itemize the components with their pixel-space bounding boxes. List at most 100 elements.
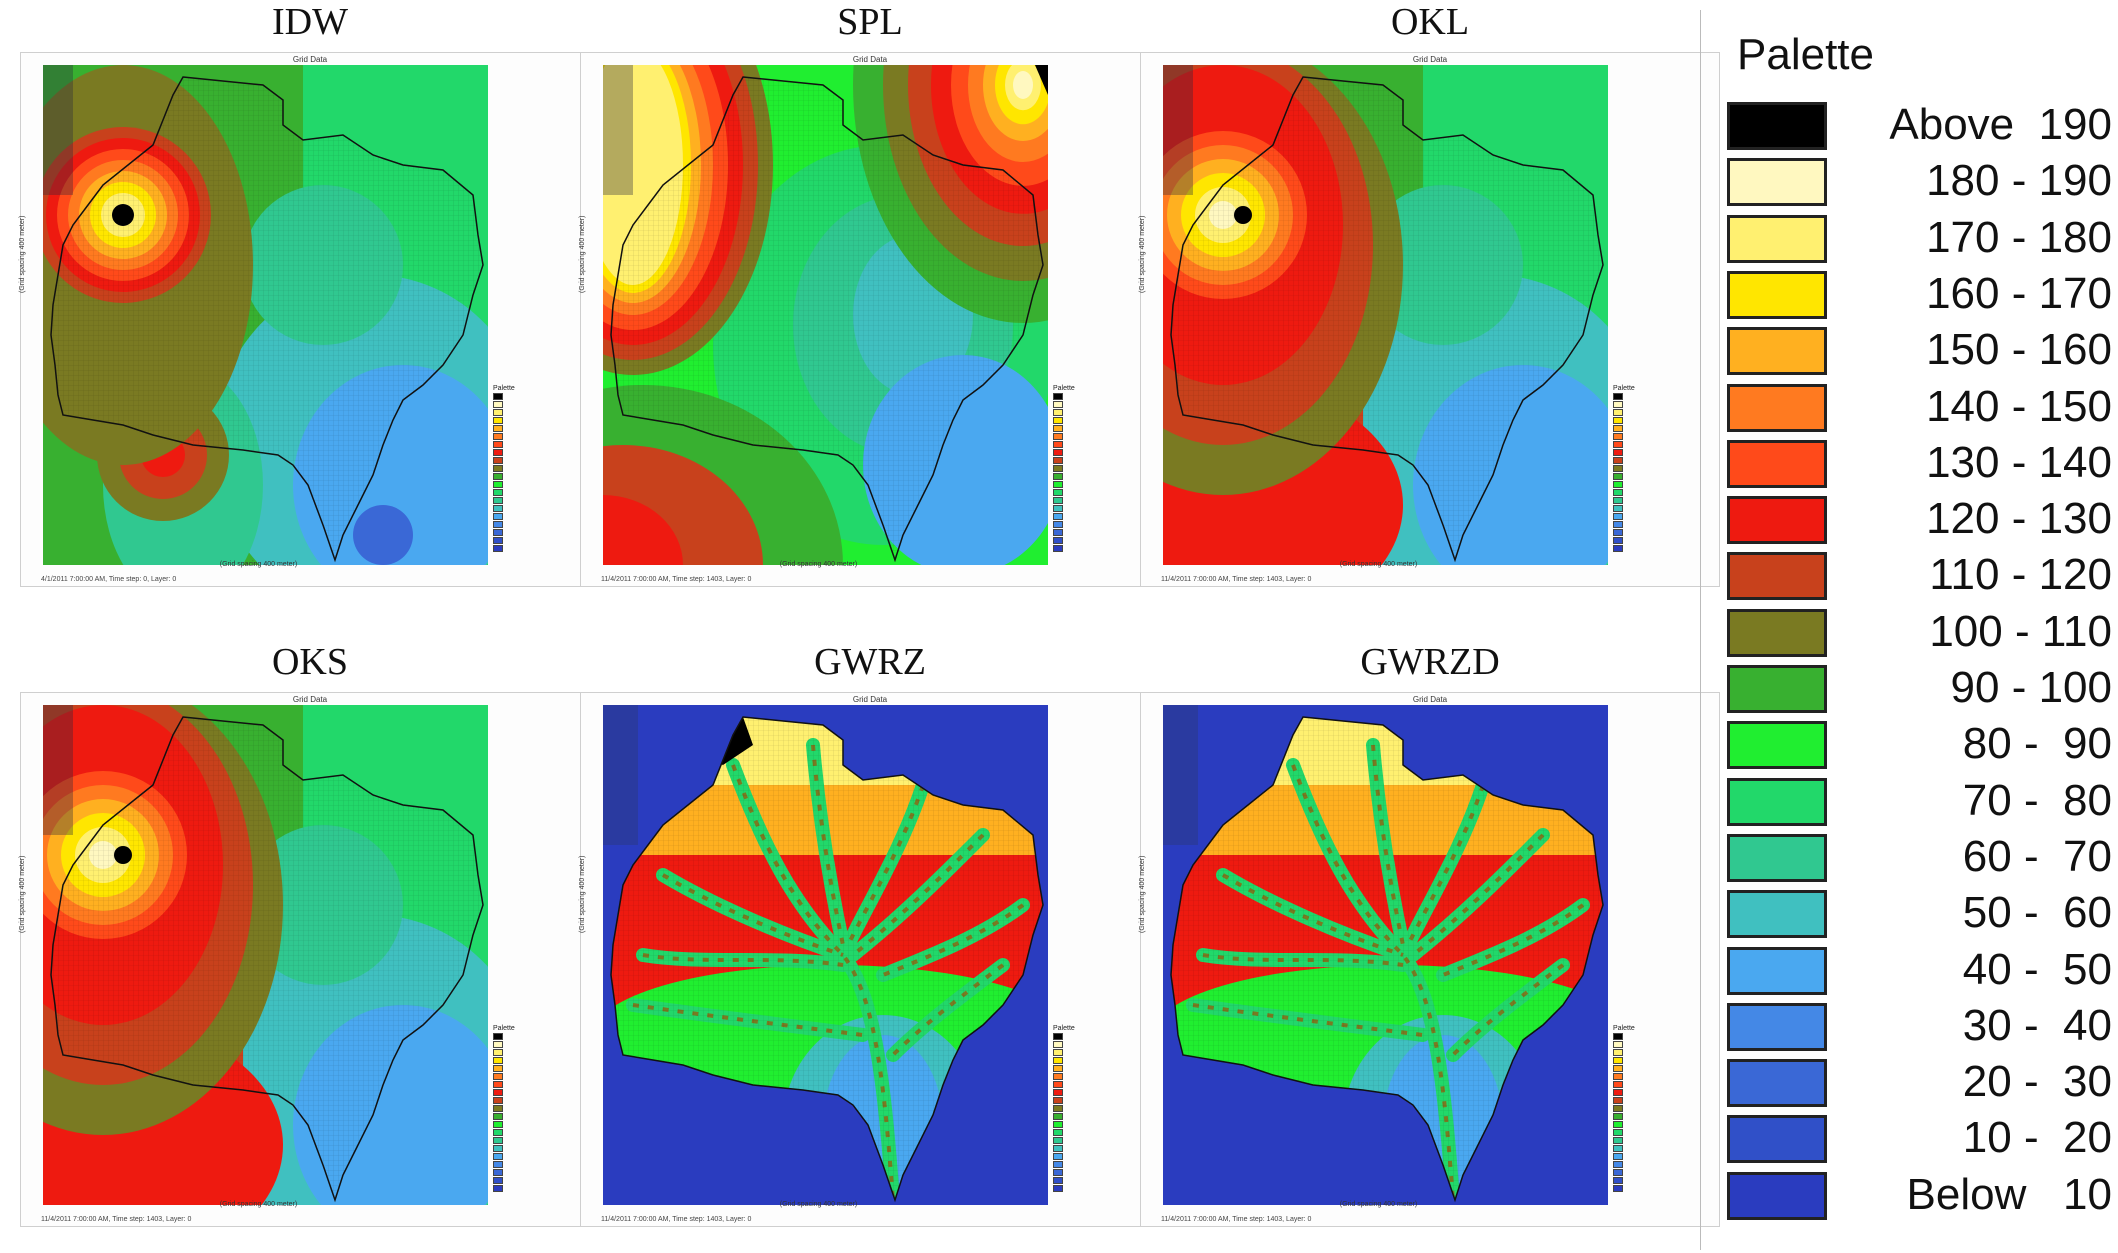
mini-legend-swatch [1613,480,1623,488]
mini-legend-swatch [1053,1176,1063,1184]
mini-legend-entry [1053,1128,1133,1136]
mini-legend-entry [1053,520,1133,528]
mini-legend-entry [1613,528,1693,536]
panel-title: GWRZD [1360,641,1500,683]
mini-legend-entry [493,480,573,488]
mini-legend-swatch [493,392,503,400]
mini-legend-swatch [1613,392,1623,400]
mini-legend-swatch [1053,512,1063,520]
mini-legend-entry [1613,1104,1693,1112]
panel-title: OKL [1390,1,1470,43]
mini-legend-entry [493,1144,573,1152]
mini-legend-entry [1053,464,1133,472]
x-axis-label: (Grid spacing 400 meter) [779,1201,858,1208]
legend-label: 140 - 150 [1926,381,2112,431]
mini-legend-swatch [493,520,503,528]
mini-legend-entry [1613,432,1693,440]
window-footer: 11/4/2011 7:00:00 AM, Time step: 1403, L… [1161,576,1312,583]
mini-legend-swatch [1613,1152,1623,1160]
mini-legend-swatch [1053,1152,1063,1160]
legend-label: 160 - 170 [1926,268,2112,318]
mini-legend-swatch [493,544,503,552]
grid-data-window: Grid Data (Grid spacing 400 meter) Palet… [19,52,600,587]
mini-legend-swatch [1053,1128,1063,1136]
mini-legend-swatch [493,1056,503,1064]
legend-entry: 50 - 60 [1727,886,2112,942]
mini-legend-entry [1053,1168,1133,1176]
mini-legend-entry [1053,440,1133,448]
window-title: Grid Data [292,55,328,64]
mini-legend-swatch [1613,1040,1623,1048]
mini-legend-swatch [1613,1112,1623,1120]
mini-legend-entry [1053,1120,1133,1128]
mini-legend-swatch [1053,480,1063,488]
watershed-boundary [1170,76,1604,563]
mini-legend-swatch [1613,448,1623,456]
mini-legend-swatch [1613,424,1623,432]
x-axis-label: (Grid spacing 400 meter) [779,561,858,568]
y-axis-label: (Grid spacing 400 meter) [1139,855,1146,933]
window-footer: 11/4/2011 7:00:00 AM, Time step: 1403, L… [41,1216,192,1223]
mini-legend-swatch [493,480,503,488]
mini-legend-entry [1613,1152,1693,1160]
mini-legend-title: Palette [1053,385,1075,392]
mini-legend-entry [1613,1056,1693,1064]
mini-legend-swatch [1613,496,1623,504]
mini-legend-entry [493,408,573,416]
mini-legend-swatch [1053,1088,1063,1096]
mini-legend-entry [1053,472,1133,480]
window-footer: 11/4/2011 7:00:00 AM, Time step: 1403, L… [601,1216,752,1223]
legend-label: 120 - 130 [1926,494,2112,544]
mini-legend-entry [1053,1072,1133,1080]
mini-legend-swatch [1613,432,1623,440]
mini-legend-entry [1613,1120,1693,1128]
mini-legend-swatch [1053,432,1063,440]
mini-legend-entry [1053,1112,1133,1120]
mini-legend-swatch [1053,456,1063,464]
legend-label: 130 - 140 [1926,437,2112,487]
mini-legend-entry [493,432,573,440]
mini-legend-entry [1613,1184,1693,1192]
mini-legend-entry [1613,504,1693,512]
mini-legend-entry [1613,1160,1693,1168]
map-svg [1163,65,1608,565]
mini-legend-swatch [493,416,503,424]
mini-legend-swatch [1053,1160,1063,1168]
mini-legend-swatch [493,528,503,536]
panel-title: IDW [272,1,348,43]
legend-label: 70 - 80 [1950,775,2112,825]
mini-legend-entry [1053,512,1133,520]
mini-legend-swatch [1613,536,1623,544]
mini-legend-entry [1053,416,1133,424]
mini-legend-swatch [1613,528,1623,536]
mini-legend-entry [1613,1096,1693,1104]
mini-legend-entry [493,496,573,504]
mini-legend-swatch [493,400,503,408]
mini-legend-entry [1053,1176,1133,1184]
legend-swatch [1727,1171,1827,1220]
legend-swatch [1727,946,1827,995]
map-plot [603,65,1048,565]
mini-legend-entry [1613,488,1693,496]
mini-legend-entry [1053,496,1133,504]
mini-legend-entry [1613,1168,1693,1176]
mini-legend-entry [1613,1136,1693,1144]
mini-legend-swatch [1613,1056,1623,1064]
legend-swatch [1727,777,1827,826]
legend-label: 20 - 30 [1950,1057,2112,1107]
mini-legend-entry [1053,528,1133,536]
mini-legend-swatch [493,1048,503,1056]
mini-legend-swatch [493,1080,503,1088]
mini-legend-swatch [1053,1184,1063,1192]
mini-legend-entry [1053,432,1133,440]
mini-legend-entry [493,528,573,536]
mini-legend-swatch [1053,1120,1063,1128]
x-axis-label: (Grid spacing 400 meter) [1339,1201,1418,1208]
mini-legend-entry [493,488,573,496]
window-footer: 4/1/2011 7:00:00 AM, Time step: 0, Layer… [41,576,177,583]
legend-swatch [1727,833,1827,882]
mini-legend-swatch [493,464,503,472]
mini-legend-entry [1613,416,1693,424]
panel-gwrz: GWRZ Grid Data (Grid spacing 400 meter) … [579,640,1160,1230]
window-title: Grid Data [852,55,888,64]
